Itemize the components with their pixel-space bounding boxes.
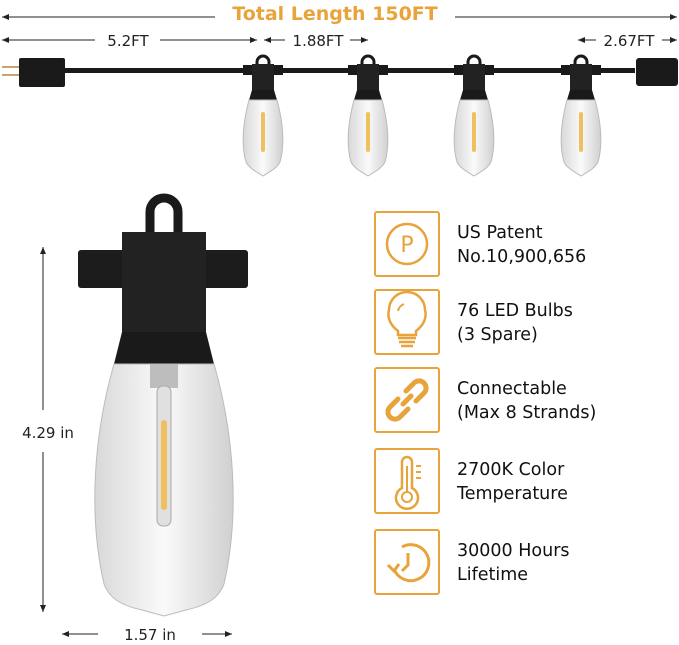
bulb-width-label: 1.57 in (124, 626, 176, 644)
feature-line2: Lifetime (457, 565, 529, 585)
bulb-closeup (78, 193, 248, 617)
feature-item: 2700K Color Temperature (374, 448, 674, 516)
lead-length-label: 5.2FT (107, 32, 149, 50)
feature-line2: (Max 8 Strands) (457, 403, 597, 423)
feature-item: 30000 Hours Lifetime (374, 529, 674, 597)
feature-text: US Patent No.10,900,656 (457, 221, 586, 269)
mini-bulb (242, 54, 284, 177)
feature-text: 76 LED Bulbs (3 Spare) (457, 299, 573, 347)
spacing-length-label: 1.88FT (293, 32, 345, 50)
feature-icon-box (374, 529, 440, 595)
feature-line1: Connectable (457, 379, 567, 399)
mini-bulb (560, 54, 602, 177)
female-connector (636, 58, 678, 86)
feature-line2: (3 Spare) (457, 325, 538, 345)
feature-text: 2700K Color Temperature (457, 458, 568, 506)
feature-line1: 30000 Hours (457, 541, 570, 561)
tail-length-label: 2.67FT (604, 32, 656, 50)
male-plug (19, 58, 65, 87)
feature-line1: 2700K Color (457, 460, 565, 480)
link-icon (385, 378, 429, 422)
feature-line1: US Patent (457, 223, 543, 243)
feature-item: P US Patent No.10,900,656 (374, 211, 674, 279)
total-length-title: Total Length 150FT (232, 3, 438, 25)
svg-text:P: P (400, 233, 413, 258)
mini-bulb (453, 54, 495, 177)
feature-text: 30000 Hours Lifetime (457, 539, 570, 587)
feature-item: Connectable (Max 8 Strands) (374, 367, 674, 435)
lightbulb-icon (387, 290, 427, 348)
feature-icon-box (374, 289, 440, 355)
feature-line2: Temperature (457, 484, 568, 504)
feature-item: 76 LED Bulbs (3 Spare) (374, 289, 674, 357)
thermometer-icon (394, 455, 421, 511)
string-light-strand (2, 54, 678, 177)
feature-icon-box: P (374, 211, 440, 277)
feature-icon-box (374, 448, 440, 514)
clock-icon (386, 543, 431, 583)
bulb-height-label: 4.29 in (22, 424, 74, 442)
feature-line2: No.10,900,656 (457, 247, 587, 267)
feature-text: Connectable (Max 8 Strands) (457, 377, 596, 425)
mini-bulb (347, 54, 389, 177)
feature-line1: 76 LED Bulbs (457, 301, 573, 321)
feature-icon-box (374, 367, 440, 433)
patent-icon: P (385, 222, 429, 266)
